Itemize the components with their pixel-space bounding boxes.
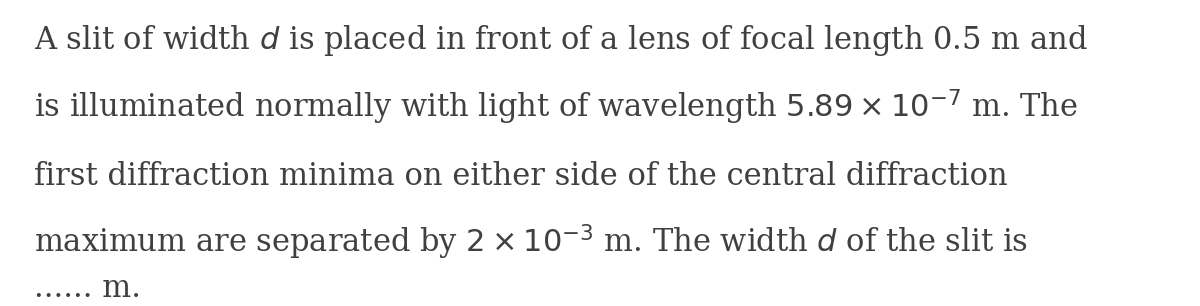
Text: maximum are separated by $2 \times 10^{-3}$ m. The width $d$ of the slit is: maximum are separated by $2 \times 10^{-…: [34, 222, 1027, 262]
Text: ...... m.: ...... m.: [34, 273, 140, 304]
Text: A slit of width $d$ is placed in front of a lens of focal length 0.5 m and: A slit of width $d$ is placed in front o…: [34, 23, 1087, 58]
Text: is illuminated normally with light of wavelength $5.89 \times 10^{-7}$ m. The: is illuminated normally with light of wa…: [34, 88, 1078, 127]
Text: first diffraction minima on either side of the central diffraction: first diffraction minima on either side …: [34, 161, 1007, 192]
